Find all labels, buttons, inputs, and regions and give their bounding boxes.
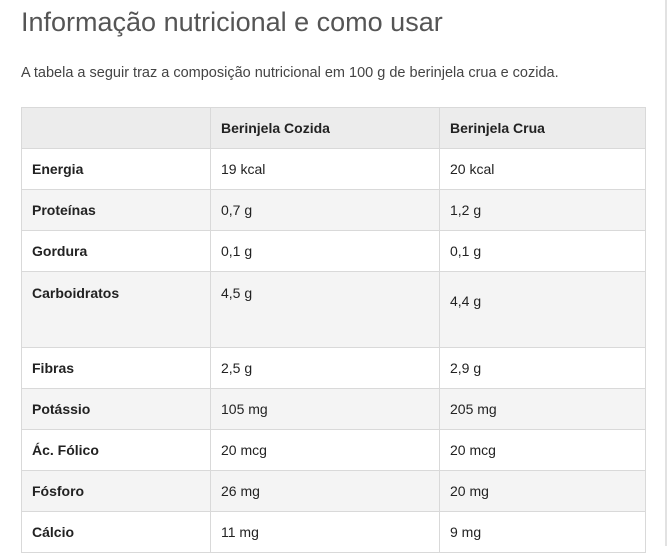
cooked-value: 19 kcal xyxy=(210,148,440,190)
table-row: Potássio 105 mg 205 mg xyxy=(21,388,646,430)
raw-value: 0,1 g xyxy=(439,230,646,272)
cooked-value: 0,7 g xyxy=(210,189,440,231)
cooked-value: 2,5 g xyxy=(210,347,440,389)
section-heading: Informação nutricional e como usar xyxy=(21,7,443,37)
table-row: Carboidratos 4,5 g 4,4 g xyxy=(21,271,646,348)
table-row: Cálcio 11 mg 9 mg xyxy=(21,511,646,553)
row-label: Carboidratos xyxy=(21,271,211,348)
raw-value: 20 mg xyxy=(439,470,646,512)
row-label: Gordura xyxy=(21,230,211,272)
raw-value: 20 kcal xyxy=(439,148,646,190)
cooked-value: 0,1 g xyxy=(210,230,440,272)
table-row: Ác. Fólico 20 mcg 20 mcg xyxy=(21,429,646,471)
row-label: Ác. Fólico xyxy=(21,429,211,471)
row-label: Fibras xyxy=(21,347,211,389)
header-cell-cooked: Berinjela Cozida xyxy=(210,107,440,149)
table-row: Gordura 0,1 g 0,1 g xyxy=(21,230,646,272)
nutrition-table: Berinjela Cozida Berinjela Crua Energia … xyxy=(21,107,646,553)
cooked-value: 4,5 g xyxy=(210,271,440,348)
header-cell-raw: Berinjela Crua xyxy=(439,107,646,149)
table-row: Fósforo 26 mg 20 mg xyxy=(21,470,646,512)
cooked-value: 105 mg xyxy=(210,388,440,430)
raw-value: 205 mg xyxy=(439,388,646,430)
table-row: Energia 19 kcal 20 kcal xyxy=(21,148,646,190)
cooked-value: 26 mg xyxy=(210,470,440,512)
raw-value: 1,2 g xyxy=(439,189,646,231)
raw-value: 4,4 g xyxy=(439,271,646,348)
cooked-value: 20 mcg xyxy=(210,429,440,471)
table-row: Proteínas 0,7 g 1,2 g xyxy=(21,189,646,231)
raw-value: 9 mg xyxy=(439,511,646,553)
page-edge xyxy=(665,0,667,546)
row-label: Fósforo xyxy=(21,470,211,512)
raw-value: 20 mcg xyxy=(439,429,646,471)
intro-paragraph: A tabela a seguir traz a composição nutr… xyxy=(21,65,559,81)
row-label: Cálcio xyxy=(21,511,211,553)
row-label: Energia xyxy=(21,148,211,190)
table-header-row: Berinjela Cozida Berinjela Crua xyxy=(21,107,646,149)
row-label: Proteínas xyxy=(21,189,211,231)
row-label: Potássio xyxy=(21,388,211,430)
header-cell-empty xyxy=(21,107,211,149)
table-row: Fibras 2,5 g 2,9 g xyxy=(21,347,646,389)
cooked-value: 11 mg xyxy=(210,511,440,553)
raw-value: 2,9 g xyxy=(439,347,646,389)
